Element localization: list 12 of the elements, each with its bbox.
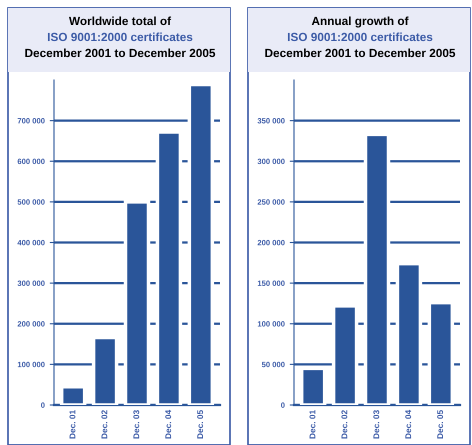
x-tick-label: Dec. 02 [341, 410, 348, 438]
x-tick-label: Dec. 03 [373, 410, 380, 438]
x-tick-label: Dec. 05 [197, 410, 204, 438]
chart-title: Annual growth of ISO 9001:2000 certificates December 2001 to December 2005 [265, 16, 456, 58]
chart-title: Worldwide total of ISO 9001:2000 certificates December 2001 to December 2005 [25, 16, 216, 58]
x-tick-label: Dec. 05 [437, 410, 444, 438]
x-tick-label: Dec. 03 [133, 410, 140, 438]
x-tick-label: Dec. 01 [309, 410, 316, 438]
x-tick-label: Dec. 01 [69, 410, 76, 438]
x-tick-label: Dec. 02 [101, 410, 108, 438]
x-tick-label: Dec. 04 [165, 410, 172, 438]
x-tick-label: Dec. 04 [405, 410, 412, 438]
